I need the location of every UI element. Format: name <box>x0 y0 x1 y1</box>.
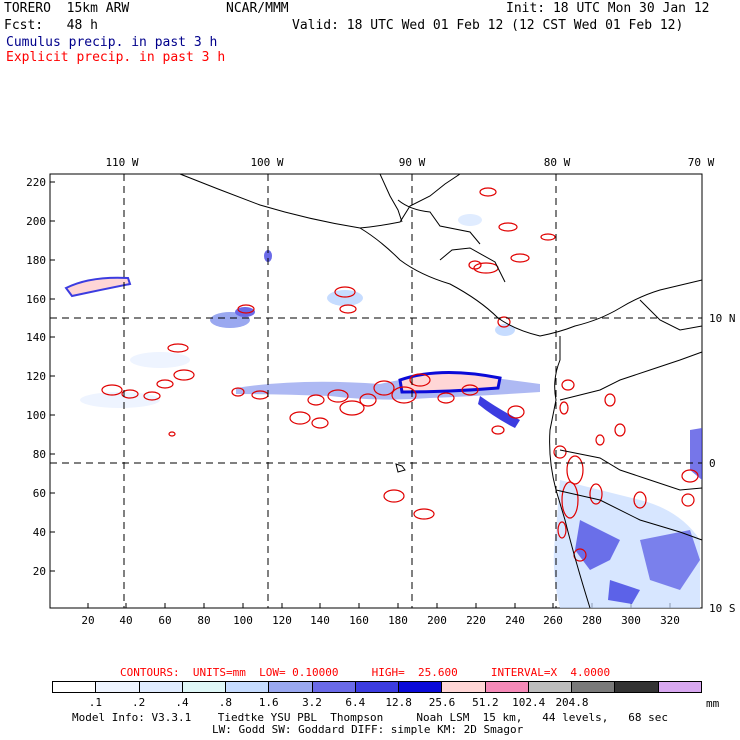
colorbar-label: .1 <box>88 696 102 709</box>
colorbar-swatch <box>485 682 529 692</box>
y-tick: 220 <box>26 176 46 189</box>
colorbar-swatch <box>615 682 659 692</box>
model-title: TORERO 15km ARW <box>4 1 130 16</box>
colorbar-swatch <box>442 682 486 692</box>
coastlines <box>179 173 703 609</box>
colorbar-label: 204.8 <box>555 696 589 709</box>
x-tick: 220 <box>466 614 486 627</box>
colorbar-swatch <box>96 682 140 692</box>
valid-time: Valid: 18 UTC Wed 01 Feb 12 (12 CST Wed … <box>292 18 684 33</box>
colorbar-unit: mm <box>706 697 720 710</box>
lon-label-100w: 100 W <box>250 156 283 169</box>
x-tick: 160 <box>349 614 369 627</box>
y-tick: 120 <box>26 370 46 383</box>
colorbar-swatch <box>528 682 573 692</box>
lon-label-110w: 110 W <box>105 156 138 169</box>
y-tick: 80 <box>33 448 46 461</box>
colorbar-swatch <box>572 682 616 692</box>
lon-label-90w: 90 W <box>399 156 426 169</box>
colorbar-label: 25.6 <box>428 696 456 709</box>
x-tick: 200 <box>427 614 447 627</box>
colorbar-swatch <box>312 682 356 692</box>
x-tick: 120 <box>272 614 292 627</box>
colorbar-label: 6.4 <box>345 696 366 709</box>
colorbar-label: 3.2 <box>302 696 322 709</box>
lon-label-70w: 70 W <box>688 156 715 169</box>
colorbar-label: .2 <box>132 696 146 709</box>
center-label: NCAR/MMM <box>226 1 289 16</box>
x-tick: 180 <box>388 614 408 627</box>
y-tick: 140 <box>26 331 46 344</box>
lat-label-10s: 10 S <box>709 602 736 615</box>
colorbar-swatch <box>139 682 183 692</box>
cumulus-precip-shading <box>64 214 702 608</box>
x-tick: 300 <box>621 614 641 627</box>
cumulus-legend: Cumulus precip. in past 3 h <box>6 35 218 50</box>
y-tick: 20 <box>33 565 46 578</box>
x-tick: 40 <box>119 614 132 627</box>
colorbar <box>52 681 702 693</box>
y-tick: 40 <box>33 526 46 539</box>
colorbar-swatch <box>53 682 97 692</box>
colorbar-swatch <box>399 682 443 692</box>
forecast-hour: Fcst: 48 h <box>4 18 98 33</box>
colorbar-label: .4 <box>175 696 189 709</box>
lat-label-10n: 10 N <box>709 312 736 325</box>
x-tick: 320 <box>660 614 680 627</box>
y-tick: 160 <box>26 293 46 306</box>
y-tick: 100 <box>26 409 46 422</box>
x-tick: 80 <box>197 614 210 627</box>
colorbar-swatch <box>269 682 313 692</box>
x-tick: 20 <box>81 614 94 627</box>
x-tick: 260 <box>543 614 563 627</box>
y-tick: 60 <box>33 487 46 500</box>
colorbar-label: 1.6 <box>258 696 279 709</box>
x-tick: 280 <box>582 614 602 627</box>
explicit-precip-contours <box>101 187 699 562</box>
init-time: Init: 18 UTC Mon 30 Jan 12 <box>506 1 710 16</box>
contours-info: CONTOURS: UNITS=mm LOW= 0.10000 HIGH= 25… <box>120 666 611 679</box>
explicit-legend: Explicit precip. in past 3 h <box>6 50 226 65</box>
colorbar-label: 102.4 <box>512 696 546 709</box>
colorbar-label: 12.8 <box>385 696 412 709</box>
x-tick: 140 <box>310 614 330 627</box>
colorbar-label: 51.2 <box>472 696 499 709</box>
model-physics: LW: Godd SW: Goddard DIFF: simple KM: 2D… <box>212 723 524 736</box>
x-tick: 240 <box>505 614 525 627</box>
colorbar-swatch <box>226 682 270 692</box>
colorbar-swatch <box>355 682 400 692</box>
y-tick: 200 <box>26 215 46 228</box>
lon-label-80w: 80 W <box>544 156 571 169</box>
y-tick: 180 <box>26 254 46 267</box>
colorbar-swatch <box>182 682 227 692</box>
latlon-grid <box>50 174 702 608</box>
x-tick: 100 <box>233 614 253 627</box>
model-info: Model Info: V3.3.1 Tiedtke YSU PBL Thomp… <box>72 711 669 724</box>
lat-label-0: 0 <box>709 457 716 470</box>
colorbar-label: .8 <box>218 696 232 709</box>
colorbar-swatch <box>658 682 701 692</box>
x-tick: 60 <box>158 614 171 627</box>
